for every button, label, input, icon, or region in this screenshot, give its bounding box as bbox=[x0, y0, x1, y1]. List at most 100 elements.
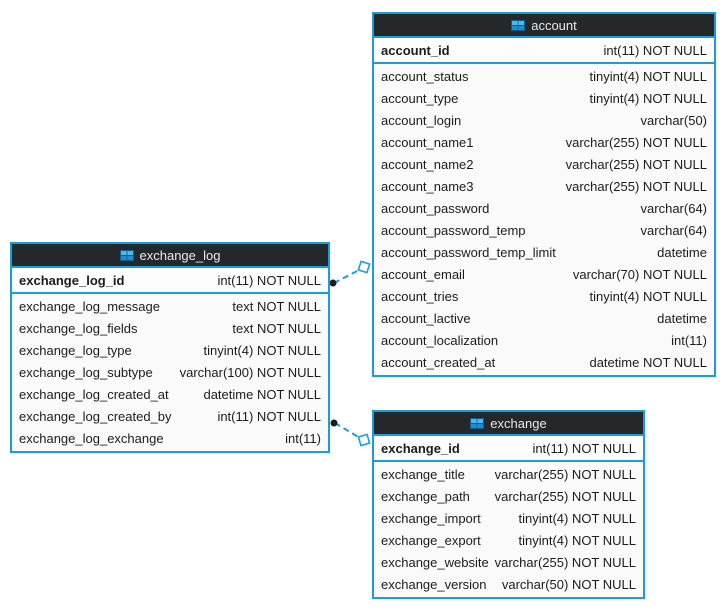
field-name: exchange_import bbox=[381, 511, 481, 526]
field-type: varchar(255) NOT NULL bbox=[494, 555, 636, 570]
field-row: account_name1 varchar(255) NOT NULL bbox=[374, 132, 714, 154]
table-title: exchange bbox=[490, 415, 547, 431]
field-type: text NOT NULL bbox=[232, 321, 321, 336]
field-type: varchar(255) NOT NULL bbox=[494, 467, 636, 482]
field-row: exchange_import tinyint(4) NOT NULL bbox=[374, 508, 643, 530]
field-type: varchar(255) NOT NULL bbox=[565, 157, 707, 172]
field-row: exchange_log_fields text NOT NULL bbox=[12, 318, 328, 340]
field-name: account_status bbox=[381, 69, 469, 84]
field-name: account_id bbox=[381, 43, 450, 58]
field-type: varchar(64) bbox=[640, 201, 707, 216]
field-type: varchar(64) bbox=[640, 223, 707, 238]
field-name: exchange_export bbox=[381, 533, 481, 548]
field-row: account_password varchar(64) bbox=[374, 198, 714, 220]
field-type: int(11) bbox=[285, 431, 321, 446]
table-account[interactable]: account account_id int(11) NOT NULL acco… bbox=[372, 12, 716, 377]
field-row: exchange_website varchar(255) NOT NULL bbox=[374, 552, 643, 574]
relationship-diamond-icon bbox=[357, 260, 371, 274]
primary-key-row: exchange_log_id int(11) NOT NULL bbox=[12, 268, 328, 294]
field-row: exchange_log_message text NOT NULL bbox=[12, 296, 328, 318]
field-name: exchange_log_message bbox=[19, 299, 160, 314]
field-row: exchange_path varchar(255) NOT NULL bbox=[374, 486, 643, 508]
table-title: account bbox=[531, 17, 577, 33]
field-row: exchange_log_exchange int(11) bbox=[12, 428, 328, 450]
field-name: exchange_path bbox=[381, 489, 470, 504]
field-name: exchange_log_fields bbox=[19, 321, 138, 336]
field-type: text NOT NULL bbox=[232, 299, 321, 314]
field-row: account_name2 varchar(255) NOT NULL bbox=[374, 154, 714, 176]
field-type: int(11) NOT NULL bbox=[217, 273, 321, 288]
table-header[interactable]: exchange_log bbox=[12, 244, 328, 268]
field-name: exchange_id bbox=[381, 441, 460, 456]
field-row: exchange_log_created_by int(11) NOT NULL bbox=[12, 406, 328, 428]
field-type: tinyint(4) NOT NULL bbox=[589, 289, 707, 304]
field-rows: exchange_title varchar(255) NOT NULL excha… bbox=[374, 462, 643, 597]
table-header[interactable]: account bbox=[374, 14, 714, 38]
field-type: tinyint(4) NOT NULL bbox=[203, 343, 321, 358]
field-row: account_email varchar(70) NOT NULL bbox=[374, 264, 714, 286]
relationship-connector-exchange[interactable] bbox=[330, 419, 371, 447]
field-name: exchange_log_subtype bbox=[19, 365, 153, 380]
field-row: exchange_log_subtype varchar(100) NOT NUL… bbox=[12, 362, 328, 384]
field-name: account_type bbox=[381, 91, 459, 106]
field-row: account_type tinyint(4) NOT NULL bbox=[374, 88, 714, 110]
field-name: account_password_temp_limit bbox=[381, 245, 556, 260]
field-row: account_localization int(11) bbox=[374, 330, 714, 352]
field-name: exchange_log_created_at bbox=[19, 387, 169, 402]
field-row: account_lactive datetime bbox=[374, 308, 714, 330]
field-name: exchange_log_type bbox=[19, 343, 132, 358]
table-icon bbox=[511, 19, 526, 31]
field-row: exchange_log_created_at datetime NOT NULL bbox=[12, 384, 328, 406]
field-type: tinyint(4) NOT NULL bbox=[518, 511, 636, 526]
field-name: account_password bbox=[381, 201, 490, 216]
field-type: datetime NOT NULL bbox=[589, 355, 707, 370]
field-type: datetime bbox=[657, 245, 707, 260]
field-type: varchar(100) NOT NULL bbox=[179, 365, 321, 380]
field-type: datetime bbox=[657, 311, 707, 326]
table-exchange[interactable]: exchange exchange_id int(11) NOT NULL ex… bbox=[372, 410, 645, 599]
field-name: exchange_log_id bbox=[19, 273, 125, 288]
field-type: varchar(255) NOT NULL bbox=[565, 179, 707, 194]
field-name: account_name3 bbox=[381, 179, 474, 194]
table-icon bbox=[470, 417, 485, 429]
field-name: account_name2 bbox=[381, 157, 474, 172]
field-name: exchange_log_exchange bbox=[19, 431, 164, 446]
field-type: varchar(255) NOT NULL bbox=[494, 489, 636, 504]
field-name: account_lactive bbox=[381, 311, 471, 326]
field-type: int(11) NOT NULL bbox=[217, 409, 321, 424]
field-name: account_login bbox=[381, 113, 462, 128]
field-type: tinyint(4) NOT NULL bbox=[589, 69, 707, 84]
field-row: exchange_title varchar(255) NOT NULL bbox=[374, 464, 643, 486]
field-type: datetime NOT NULL bbox=[203, 387, 321, 402]
relationship-diamond-icon bbox=[357, 433, 371, 447]
field-row: account_password_temp varchar(64) bbox=[374, 220, 714, 242]
primary-key-row: exchange_id int(11) NOT NULL bbox=[374, 436, 643, 462]
field-row: account_password_temp_limit datetime bbox=[374, 242, 714, 264]
field-rows: account_status tinyint(4) NOT NULL account… bbox=[374, 64, 714, 375]
field-type: int(11) bbox=[671, 333, 707, 348]
field-name: exchange_website bbox=[381, 555, 489, 570]
field-row: account_status tinyint(4) NOT NULL bbox=[374, 66, 714, 88]
field-name: exchange_title bbox=[381, 467, 465, 482]
table-title: exchange_log bbox=[139, 247, 221, 263]
field-name: exchange_version bbox=[381, 577, 487, 592]
table-header[interactable]: exchange bbox=[374, 412, 643, 436]
table-exchange-log[interactable]: exchange_log exchange_log_id int(11) NOT… bbox=[10, 242, 330, 453]
field-row: account_name3 varchar(255) NOT NULL bbox=[374, 176, 714, 198]
field-row: exchange_export tinyint(4) NOT NULL bbox=[374, 530, 643, 552]
primary-key-row: account_id int(11) NOT NULL bbox=[374, 38, 714, 64]
field-type: int(11) NOT NULL bbox=[603, 43, 707, 58]
field-rows: exchange_log_message text NOT NULL exchang… bbox=[12, 294, 328, 451]
field-row: account_created_at datetime NOT NULL bbox=[374, 352, 714, 374]
field-name: account_name1 bbox=[381, 135, 474, 150]
field-type: varchar(50) bbox=[640, 113, 707, 128]
field-type: varchar(50) NOT NULL bbox=[501, 577, 636, 592]
field-name: account_email bbox=[381, 267, 465, 282]
field-name: account_created_at bbox=[381, 355, 496, 370]
field-type: int(11) NOT NULL bbox=[532, 441, 636, 456]
relationship-connector-account[interactable] bbox=[329, 260, 371, 287]
field-type: varchar(70) NOT NULL bbox=[572, 267, 707, 282]
field-name: account_tries bbox=[381, 289, 459, 304]
table-icon bbox=[119, 249, 134, 261]
